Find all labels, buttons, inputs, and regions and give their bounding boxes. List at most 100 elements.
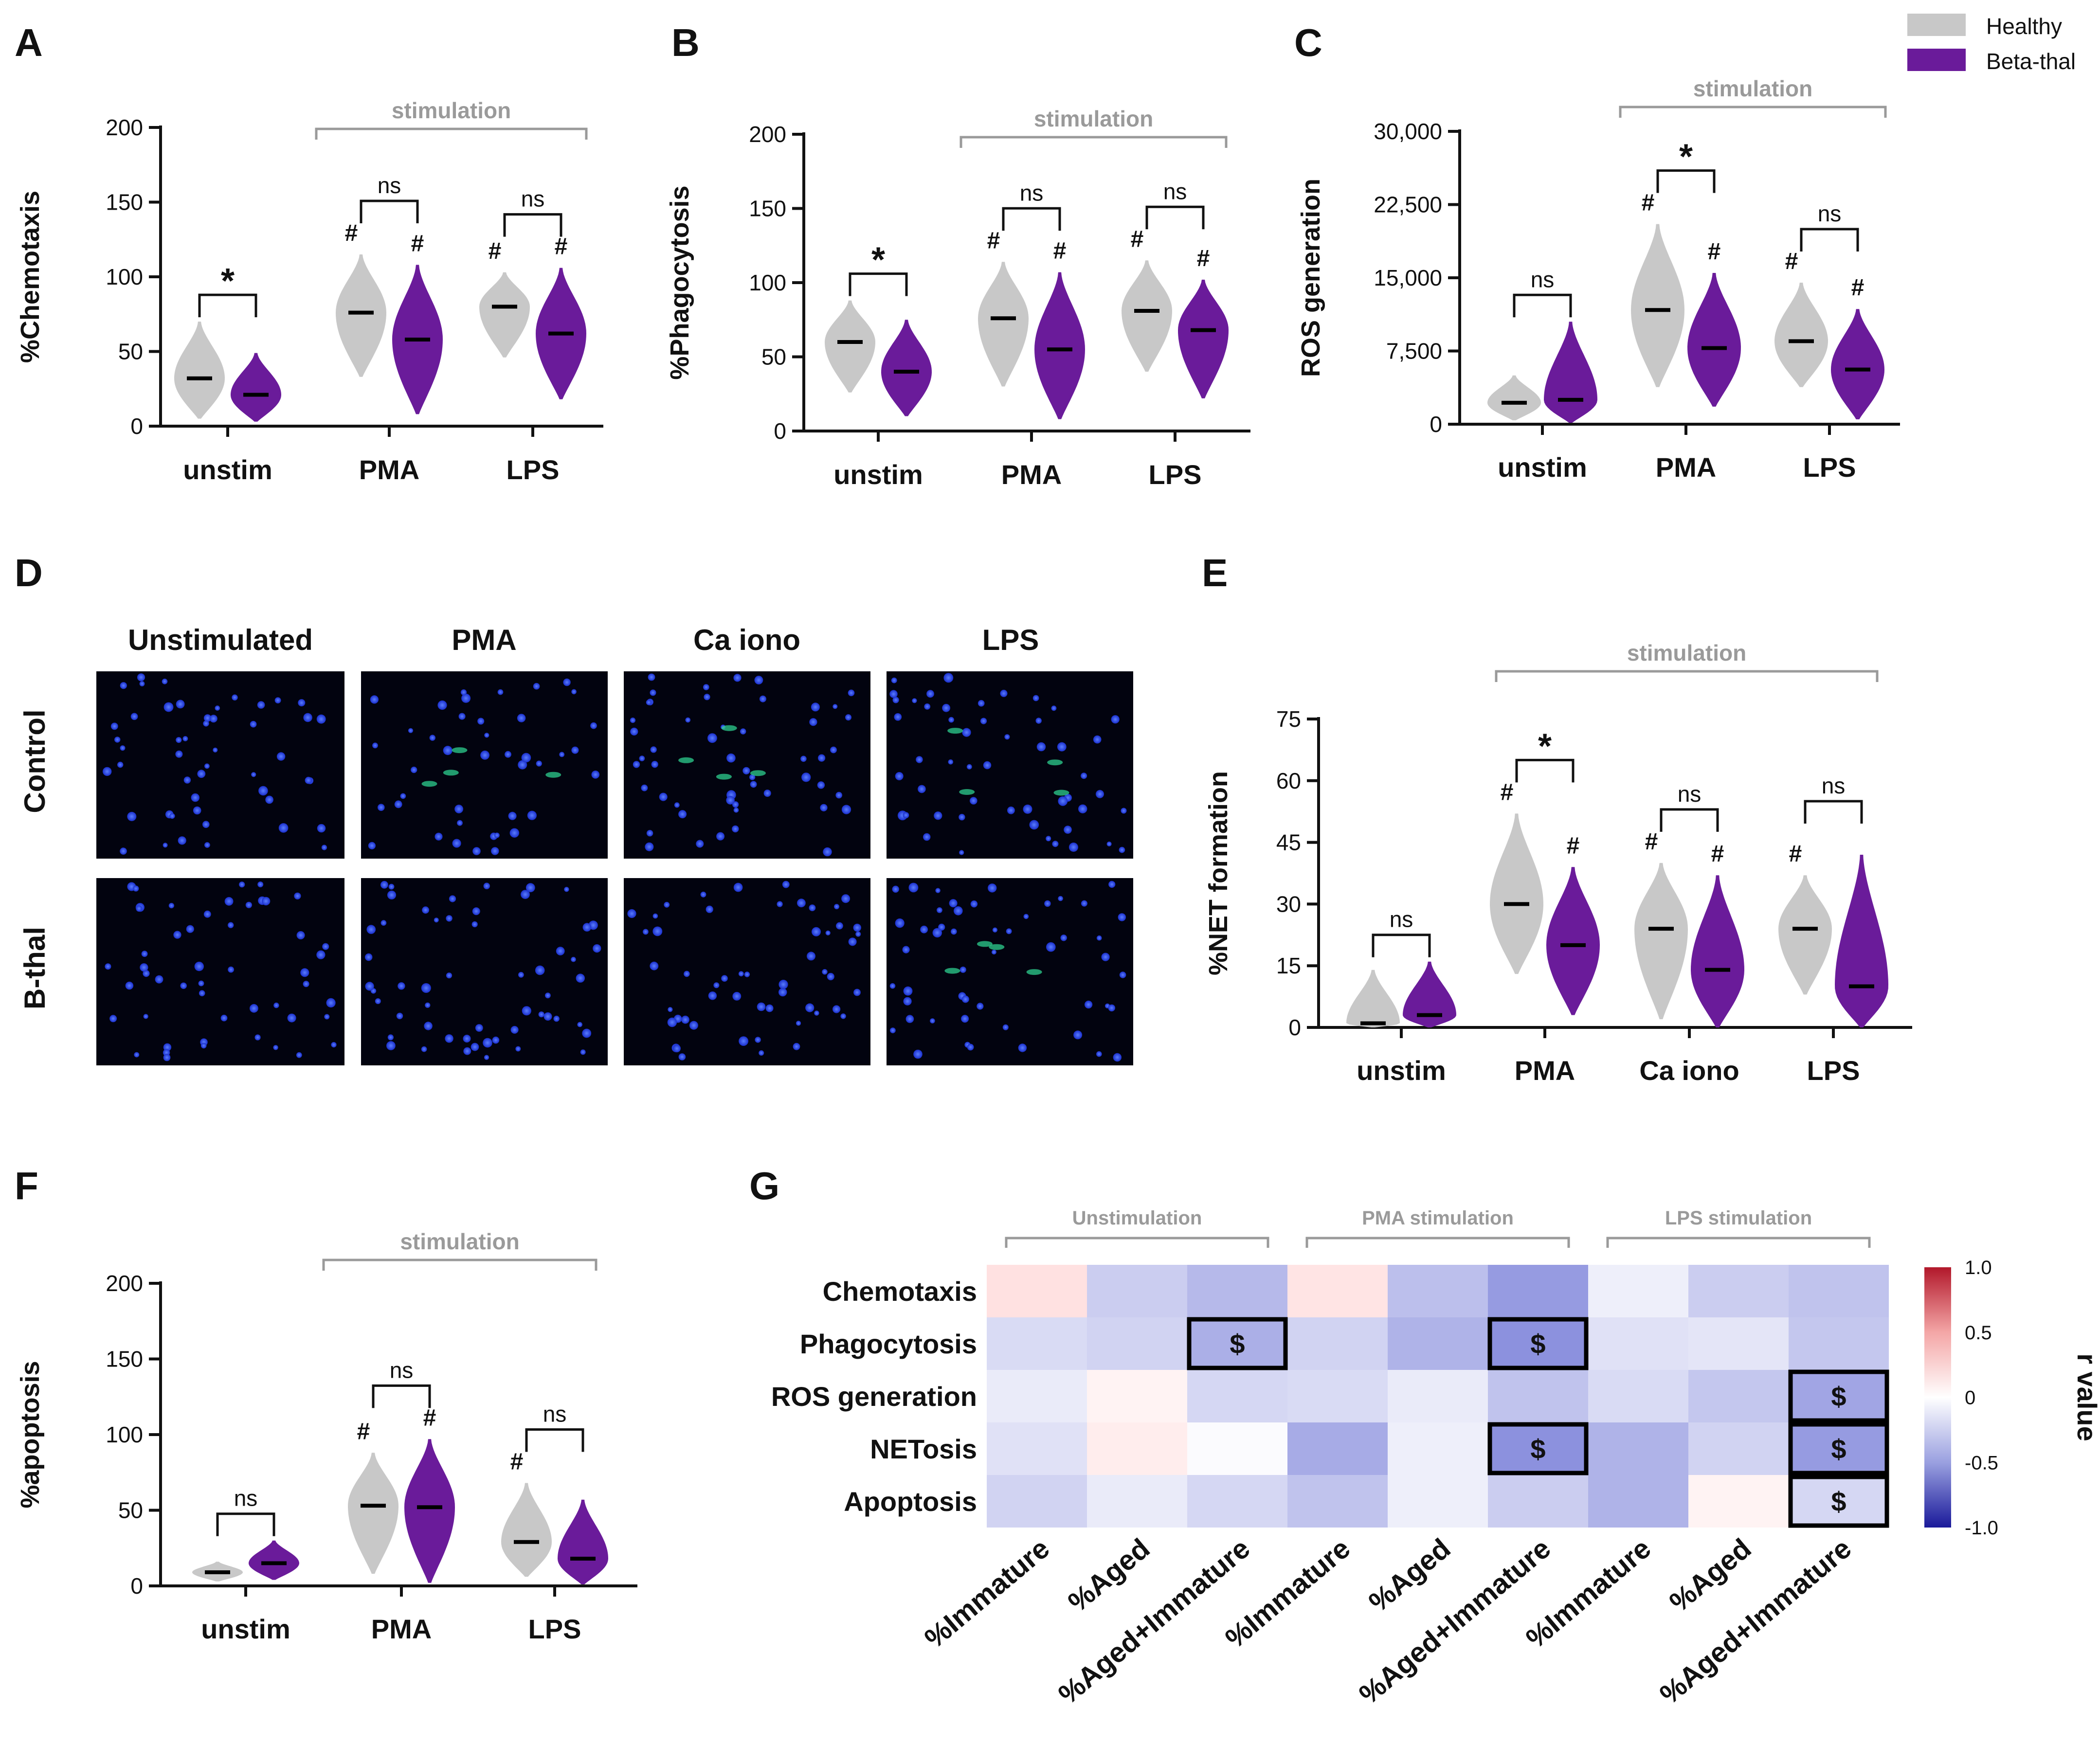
nucleus-dot: [983, 761, 992, 770]
violin-beta-thal-unstim: [1544, 322, 1597, 423]
nucleus-dot: [696, 840, 704, 848]
significance-ns-lps: ns: [521, 186, 545, 212]
nucleus-dot: [326, 998, 336, 1007]
nucleus-dot: [533, 683, 540, 690]
nucleus-dot: [855, 931, 861, 937]
violin-healthy-lps: [501, 1483, 552, 1577]
nucleus-dot: [564, 887, 569, 892]
nucleus-dot: [434, 917, 439, 923]
stimulation-label: stimulation: [1693, 76, 1812, 101]
nucleus-dot: [932, 928, 942, 938]
nucleus-dot: [708, 991, 717, 1000]
nucleus-dot: [895, 918, 905, 928]
nucleus-dot: [380, 881, 388, 889]
violin-healthy-pma: [336, 254, 386, 377]
heatmap-col-label-aged: %Aged: [1664, 1532, 1757, 1618]
nucleus-dot: [120, 682, 127, 689]
nucleus-dot: [155, 975, 163, 984]
net-formation-panel: 0 15 30 45 60 75 %NET formation stimulation unst…: [1204, 640, 1912, 1086]
nucleus-dot: [970, 900, 978, 908]
nucleus-dot: [463, 1047, 471, 1055]
nucleus-dot: [652, 913, 658, 919]
net-strand: [716, 773, 732, 780]
nucleus-dot: [136, 905, 143, 912]
net-formation-y-tick-label: 30: [1276, 891, 1301, 917]
heatmap-cell-chemotaxis-7: [1688, 1265, 1789, 1317]
comparison-bracket-unstim: [1513, 293, 1572, 318]
nucleus-dot: [424, 1022, 433, 1030]
nucleus-dot: [659, 792, 668, 801]
nucleus-dot: [961, 995, 969, 1003]
stimulation-label: stimulation: [400, 1229, 519, 1254]
nucleus-dot: [203, 714, 212, 722]
significance-ns-unstim: ns: [1531, 267, 1555, 292]
nucleus-dot: [421, 1046, 427, 1052]
nucleus-dot: [571, 746, 579, 754]
nucleus-dot: [905, 1015, 914, 1023]
nucleus-dot: [257, 881, 264, 887]
micrograph-b-thal-lps: [887, 878, 1133, 1065]
hash-beta-thal-lps: #: [1197, 246, 1210, 271]
nucleus-dot: [978, 700, 985, 707]
violin-healthy-unstim: [825, 300, 875, 393]
heatmap-cell-phagocytosis-8: [1789, 1317, 1889, 1370]
hash-healthy-pma: #: [1501, 779, 1514, 805]
violin-beta-thal-lps: [1178, 279, 1229, 398]
nucleus-dot: [105, 963, 111, 970]
nucleus-dot: [483, 882, 490, 889]
nucleus-dot: [646, 700, 652, 705]
nucleus-dot: [162, 679, 168, 684]
nucleus-dot: [834, 904, 839, 910]
nucleus-dot: [265, 795, 273, 804]
hash-beta-thal-lps: #: [1851, 275, 1865, 301]
nucleus-dot: [411, 766, 417, 773]
category-label-pma: PMA: [1001, 459, 1062, 490]
nucleus-dot: [508, 811, 517, 820]
nucleus-dot: [954, 906, 963, 916]
nucleus-dot: [103, 767, 112, 776]
nucleus-dot: [848, 937, 857, 946]
net-strand: [944, 968, 960, 974]
heatmap-cell-ros-generation-4: [1388, 1370, 1488, 1422]
nucleus-dot: [232, 694, 238, 701]
nucleus-dot: [763, 790, 771, 797]
nucleus-dot: [387, 1034, 394, 1041]
nucleus-dot: [140, 963, 148, 972]
ros-generation-y-tick-label: 7,500: [1386, 339, 1442, 364]
nucleus-dot: [505, 751, 511, 758]
nucleus-dot: [926, 690, 934, 698]
heatmap-cell-chemotaxis-2: [1187, 1265, 1287, 1317]
nucleus-dot: [970, 797, 978, 805]
significance-ns-lps: ns: [1822, 773, 1846, 798]
stimulation-bracket: [322, 1259, 597, 1271]
nucleus-dot: [757, 1002, 766, 1011]
nucleus-dot: [408, 728, 414, 733]
comparison-bracket-pma: [1656, 169, 1716, 193]
heatmap-cell-chemotaxis-5: [1488, 1265, 1588, 1317]
nucleus-dot: [811, 702, 820, 712]
nucleus-dot: [796, 1021, 801, 1026]
nucleus-dot: [296, 1052, 302, 1058]
nucleus-dot: [134, 1052, 140, 1058]
nucleus-dot: [848, 689, 855, 697]
nucleus-dot: [398, 982, 405, 990]
heatmap-row-label-ros-generation: ROS generation: [771, 1381, 977, 1412]
nucleus-dot: [452, 839, 461, 848]
apoptosis-y-tick-label: 200: [106, 1271, 143, 1296]
nucleus-dot: [117, 761, 124, 768]
nucleus-dot: [749, 774, 756, 780]
nucleus-dot: [1035, 718, 1042, 724]
heatmap-cell-ros-generation-6: [1588, 1370, 1688, 1422]
apoptosis-y-tick-label: 100: [106, 1422, 143, 1447]
heatmap-cell-ros-generation-3: [1287, 1370, 1388, 1422]
nucleus-dot: [213, 747, 218, 753]
heatmap-cell-chemotaxis-1: [1087, 1265, 1187, 1317]
micrograph-background: [887, 671, 1133, 859]
nucleus-dot: [591, 771, 600, 779]
violin-beta-thal-unstim: [1403, 961, 1456, 1027]
nucleus-dot: [782, 881, 790, 888]
nucleus-dot: [303, 981, 309, 988]
nucleus-dot: [1029, 820, 1039, 830]
nucleus-dot: [703, 684, 709, 690]
nucleus-dot: [674, 802, 680, 808]
